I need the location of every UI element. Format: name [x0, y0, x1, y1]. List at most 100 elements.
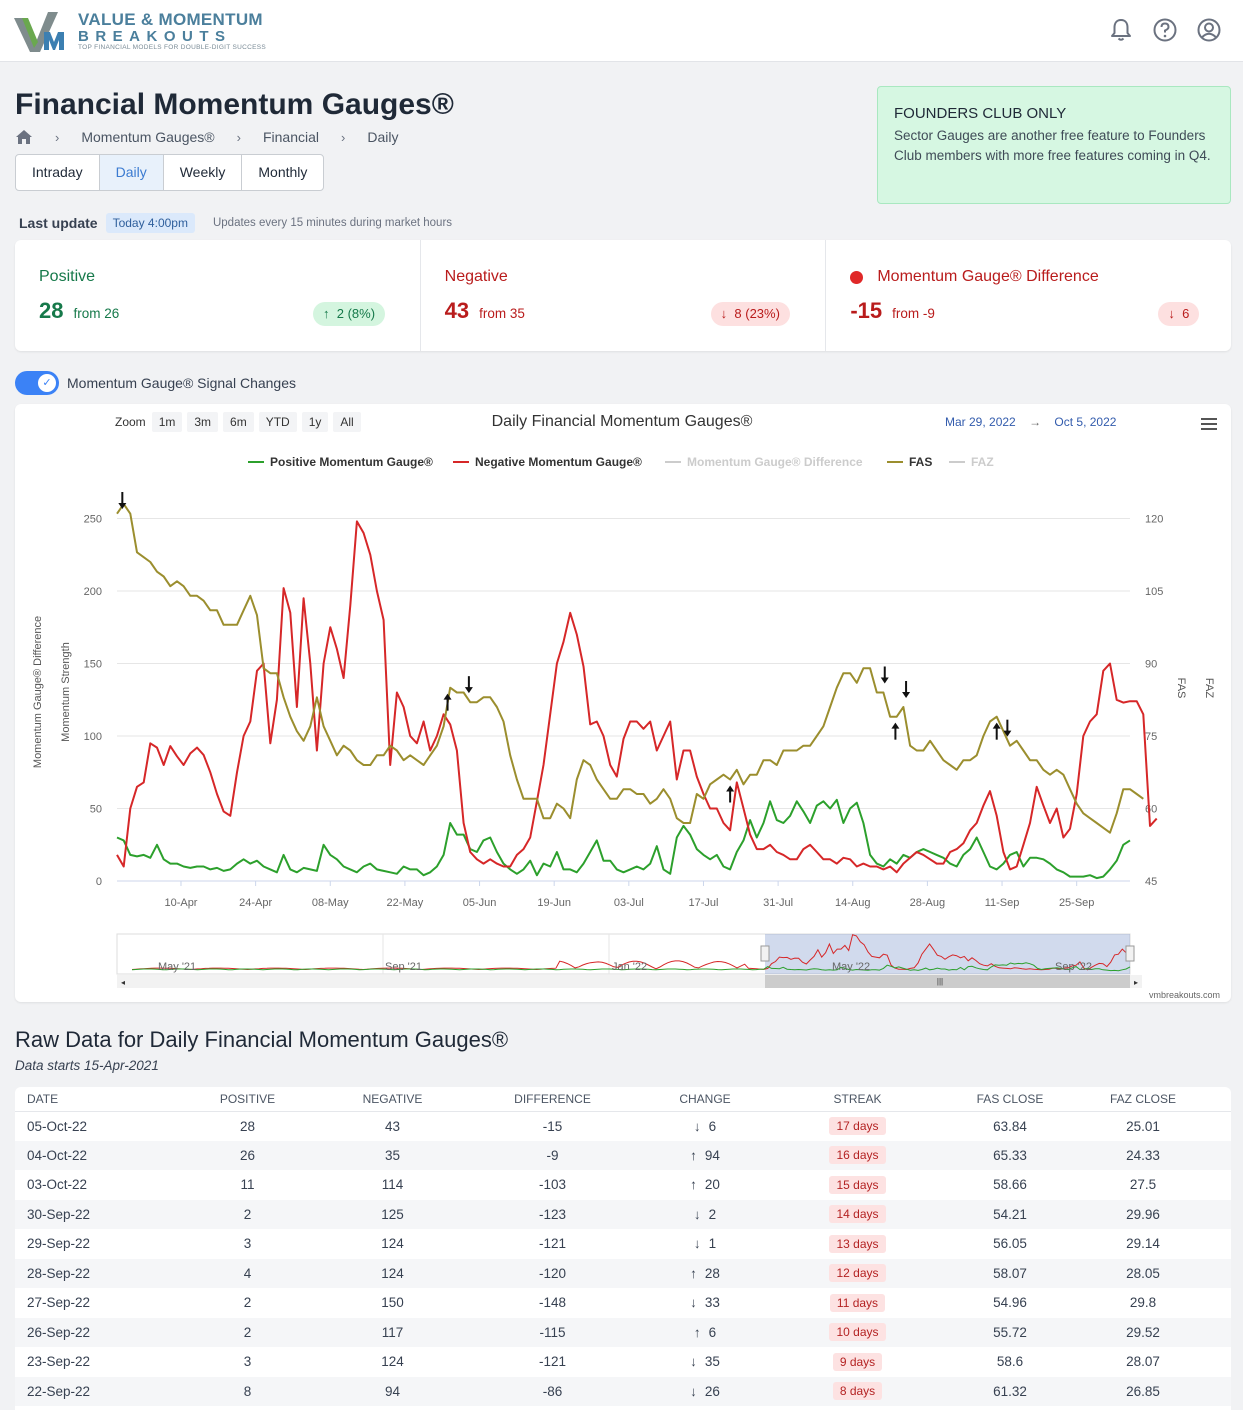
- legend-item[interactable]: Negative Momentum Gauge®: [475, 455, 642, 469]
- row-change: ↑ 28: [660, 1258, 750, 1288]
- zoom-ytd-button[interactable]: YTD: [258, 412, 297, 432]
- row-date: 03-Oct-22: [27, 1177, 88, 1193]
- zoom-3m-button[interactable]: 3m: [187, 412, 219, 432]
- date-range: Mar 29, 2022 → Oct 5, 2022: [945, 415, 1116, 429]
- zoom-1y-button[interactable]: 1y: [301, 412, 329, 432]
- row-fas-close: 55.72: [965, 1317, 1055, 1347]
- row-change: ↑ 94: [660, 1140, 750, 1170]
- range-from-input[interactable]: Mar 29, 2022: [945, 415, 1016, 429]
- breadcrumb-item[interactable]: Financial: [262, 129, 319, 145]
- chart-series: [116, 503, 1158, 880]
- streak-badge: 17 days: [829, 1117, 886, 1135]
- row-streak: 13 days: [750, 1229, 965, 1259]
- stat-difference-change: ↓ 6: [1158, 302, 1200, 326]
- range-to-input[interactable]: Oct 5, 2022: [1054, 415, 1117, 429]
- row-difference: -121: [538, 1236, 567, 1252]
- row-negative: 124: [340, 1258, 445, 1288]
- signal-arrow-down-icon: [902, 681, 911, 698]
- bell-icon[interactable]: [1108, 17, 1134, 43]
- stat-positive-change-text: 2 (8%): [336, 306, 376, 321]
- chart-credit[interactable]: vmbreakouts.com: [1149, 990, 1220, 1000]
- row-positive: 2: [243, 1295, 252, 1311]
- legend-item[interactable]: FAZ: [971, 455, 994, 469]
- table-row: 26-Sep-22 2 117 -115 ↑ 6 10 days 55.72 29.52: [15, 1317, 1231, 1347]
- row-date: 27-Sep-22: [27, 1295, 91, 1311]
- home-icon[interactable]: [15, 129, 33, 145]
- row-change: ↓ 6: [660, 1111, 750, 1141]
- navigator-scrollbar-thumb[interactable]: [765, 975, 1130, 988]
- change-value: 6: [708, 1118, 717, 1134]
- navigator-handle[interactable]: [760, 945, 770, 962]
- user-icon[interactable]: [1196, 17, 1222, 43]
- streak-badge: 11 days: [829, 1293, 886, 1312]
- col-fas-close: FAS CLOSE: [965, 1087, 1055, 1112]
- y-right-axis-title: FAS: [1175, 678, 1187, 699]
- arrow-down-icon: ↓: [693, 1118, 701, 1134]
- row-streak: 15 days: [750, 1170, 965, 1200]
- arrow-head: [443, 693, 452, 700]
- breadcrumb-separator: ›: [236, 129, 241, 145]
- legend-item[interactable]: Positive Momentum Gauge®: [270, 455, 433, 469]
- row-positive: 3: [243, 1236, 252, 1252]
- streak-badge: 12 days: [829, 1264, 886, 1283]
- stat-negative-value-row: 43 from 35: [445, 298, 525, 324]
- row-difference: -9: [445, 1140, 660, 1170]
- brand-tagline: TOP FINANCIAL MODELS FOR DOUBLE-DIGIT SU…: [78, 44, 267, 51]
- x-tick-label: 03-Jul: [614, 897, 644, 909]
- y-right-tick: 45: [1145, 876, 1157, 888]
- signal-arrows: [118, 492, 1012, 803]
- navigator-label: May '21: [158, 961, 196, 973]
- range-arrow: →: [1029, 415, 1042, 429]
- navigator-handle[interactable]: [1125, 945, 1135, 962]
- breadcrumb-separator: ›: [340, 129, 346, 145]
- zoom-all-button[interactable]: All: [333, 412, 361, 432]
- table-row: 22-Sep-22 8 94 -86 ↓ 26 8 days 61.32 26.85: [15, 1376, 1231, 1406]
- breadcrumb-item: Daily: [367, 129, 399, 145]
- streak-badge: 8 days: [832, 1382, 883, 1401]
- breadcrumb-item[interactable]: Momentum Gauges®: [81, 129, 215, 145]
- row-fas-close: 65.33: [965, 1140, 1055, 1170]
- row-positive: 11: [240, 1177, 255, 1193]
- legend-item[interactable]: Momentum Gauge® Difference: [687, 455, 863, 469]
- row-negative: 35: [340, 1140, 445, 1170]
- row-positive: 3: [243, 1354, 252, 1370]
- change-value: 6: [708, 1324, 717, 1340]
- row-difference: -148: [538, 1295, 567, 1311]
- scroll-right-icon: ▸: [1134, 978, 1138, 987]
- arrow-head: [880, 677, 889, 684]
- row-streak: 17 days: [750, 1111, 965, 1141]
- navigator-negative-line: [131, 934, 1131, 971]
- brand-logo[interactable]: VALUE & MOMENTUM BREAKOUTS TOP FINANCIAL…: [14, 8, 274, 54]
- chart-menu-icon[interactable]: [1201, 418, 1217, 432]
- series-line-fas: [116, 503, 1144, 834]
- chart-navigator[interactable]: May '21 Sep '21 Jan '22 May '22 Sep '22 ◂ ▸ |||: [116, 933, 1142, 988]
- zoom-controls: Zoom 1m 3m 6m YTD 1y All: [115, 412, 366, 432]
- zoom-1m-button[interactable]: 1m: [151, 412, 183, 432]
- row-negative: 94: [340, 1376, 445, 1406]
- last-update-badge: Today 4:00pm: [105, 213, 195, 233]
- chart-gridlines: [117, 518, 1130, 882]
- row-faz-close: 24.33: [1055, 1140, 1231, 1170]
- chart-card: Zoom 1m 3m 6m YTD 1y All Daily Financial…: [15, 404, 1231, 1002]
- arrow-head: [902, 692, 911, 698]
- table-header-row: DATE POSITIVE NEGATIVE DIFFERENCE CHANGE…: [15, 1087, 1231, 1112]
- raw-data-subtitle: Data starts 15-Apr-2021: [15, 1058, 159, 1073]
- change-value: 33: [704, 1295, 720, 1311]
- signal-arrow-up-icon: [992, 722, 1001, 740]
- tab-monthly[interactable]: Monthly: [258, 164, 308, 180]
- zoom-6m-button[interactable]: 6m: [223, 412, 254, 432]
- row-faz-close: 29.8: [1129, 1295, 1157, 1311]
- tab-intraday[interactable]: Intraday: [16, 155, 100, 190]
- signal-changes-toggle[interactable]: ✓: [15, 371, 59, 395]
- tab-weekly[interactable]: Weekly: [164, 155, 243, 190]
- change-value: 1: [708, 1236, 717, 1252]
- legend-item[interactable]: FAS: [909, 455, 932, 469]
- row-date: 29-Sep-22: [27, 1236, 91, 1252]
- help-icon[interactable]: [1152, 17, 1178, 43]
- row-difference: -121: [538, 1354, 567, 1370]
- tab-daily[interactable]: Daily: [99, 155, 164, 190]
- row-date: 28-Sep-22: [15, 1258, 155, 1288]
- row-fas-close: 58.07: [965, 1258, 1055, 1288]
- row-faz-close: 28.05: [1055, 1258, 1231, 1288]
- raw-data-title: Raw Data for Daily Financial Momentum Ga…: [15, 1027, 509, 1052]
